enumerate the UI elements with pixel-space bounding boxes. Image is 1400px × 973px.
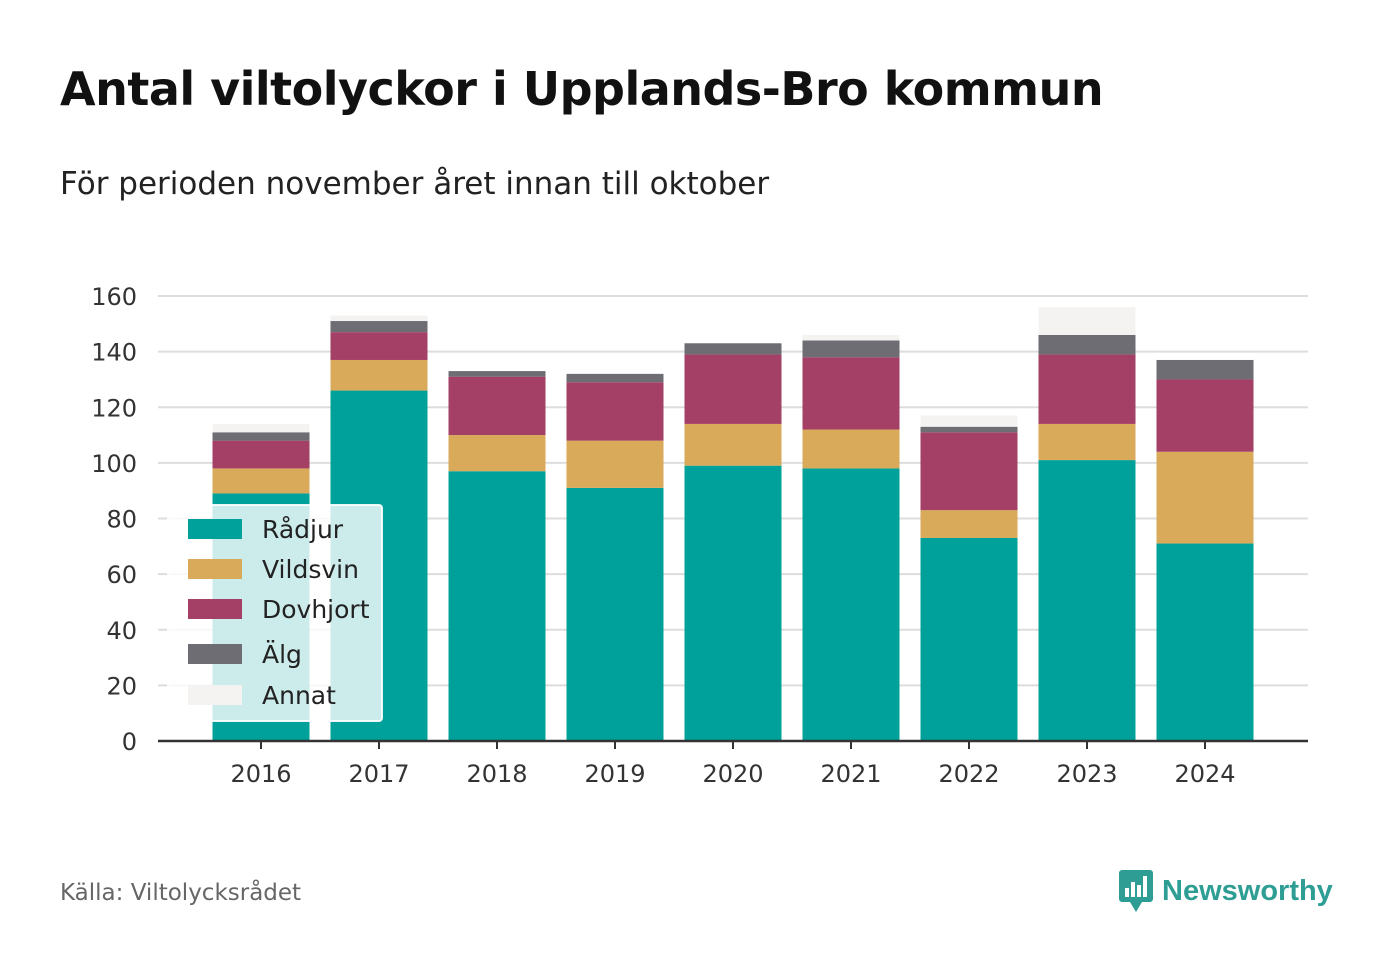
source-note: Källa: Viltolycksrådet	[60, 880, 302, 906]
bar-segment	[920, 537, 1018, 741]
bar-segment	[448, 376, 546, 436]
legend-swatch	[188, 519, 242, 539]
x-tick-label: 2023	[1056, 760, 1117, 788]
bar-segment	[1156, 359, 1254, 380]
bar-segment	[802, 357, 900, 430]
chart-subtitle: För perioden november året innan till ok…	[60, 166, 770, 202]
bar-segment	[448, 471, 546, 741]
legend-label: Vildsvin	[262, 555, 359, 584]
y-tick-label: 140	[91, 339, 137, 367]
bar-segment	[1156, 543, 1254, 741]
bar-segment	[212, 440, 310, 469]
bar-segment	[212, 423, 310, 433]
bar-segment	[1156, 451, 1254, 544]
brand-name: Newsworthy	[1162, 874, 1333, 907]
newsworthy-logo: Newsworthy	[1118, 868, 1333, 914]
bar-segment	[684, 343, 782, 355]
y-tick-label: 60	[106, 561, 137, 589]
y-tick-label: 160	[91, 283, 137, 311]
y-tick-label: 80	[106, 506, 137, 534]
bar-segment	[920, 432, 1018, 511]
bar-segment	[802, 429, 900, 469]
bar-segment	[448, 435, 546, 472]
legend-swatch	[188, 685, 242, 705]
x-tick-label: 2019	[584, 760, 645, 788]
legend-label: Annat	[262, 681, 336, 710]
bar-segment	[920, 426, 1018, 433]
x-tick-label: 2016	[230, 760, 291, 788]
y-tick-label: 0	[122, 728, 137, 756]
x-tick-label: 2021	[820, 760, 881, 788]
bar-segment	[1038, 354, 1136, 424]
bar-segment	[684, 423, 782, 466]
bar-segment	[330, 321, 428, 333]
legend-label: Rådjur	[262, 515, 344, 544]
legend-label: Dovhjort	[262, 595, 370, 624]
y-tick-label: 40	[106, 617, 137, 645]
x-tick-label: 2020	[702, 760, 763, 788]
bar-segment	[684, 354, 782, 424]
legend-swatch	[188, 644, 242, 664]
bar-segment	[802, 334, 900, 341]
bar-segment	[1038, 423, 1136, 461]
x-tick-label: 2018	[466, 760, 527, 788]
y-tick-label: 120	[91, 394, 137, 422]
chart-title: Antal viltolyckor i Upplands-Bro kommun	[60, 62, 1104, 116]
bar-segment	[566, 373, 664, 383]
legend-swatch	[188, 599, 242, 619]
bar-segment	[566, 487, 664, 741]
bar-segment	[448, 371, 546, 377]
bar-segment	[920, 510, 1018, 538]
legend-swatch	[188, 559, 242, 579]
bar-segment	[212, 432, 310, 441]
bar-segment	[684, 465, 782, 741]
bar-segment	[802, 468, 900, 741]
bar-segment	[1038, 460, 1136, 741]
x-tick-label: 2017	[348, 760, 409, 788]
bar-segment	[1038, 334, 1136, 355]
bar-segment	[330, 359, 428, 391]
bar-segment	[1156, 379, 1254, 452]
x-tick-label: 2024	[1174, 760, 1235, 788]
bar-segment	[330, 332, 428, 360]
bar-segment	[920, 415, 1018, 427]
bar-segment	[566, 440, 664, 488]
bar-segment	[566, 382, 664, 441]
x-tick-label: 2022	[938, 760, 999, 788]
y-tick-label: 20	[106, 672, 137, 700]
y-tick-label: 100	[91, 450, 137, 478]
bar-segment	[330, 315, 428, 322]
bar-segment	[802, 340, 900, 358]
bar-segment	[1038, 307, 1136, 335]
bar-segment	[212, 468, 310, 494]
legend-label: Älg	[262, 640, 302, 669]
newsworthy-logo-icon	[1119, 870, 1153, 912]
